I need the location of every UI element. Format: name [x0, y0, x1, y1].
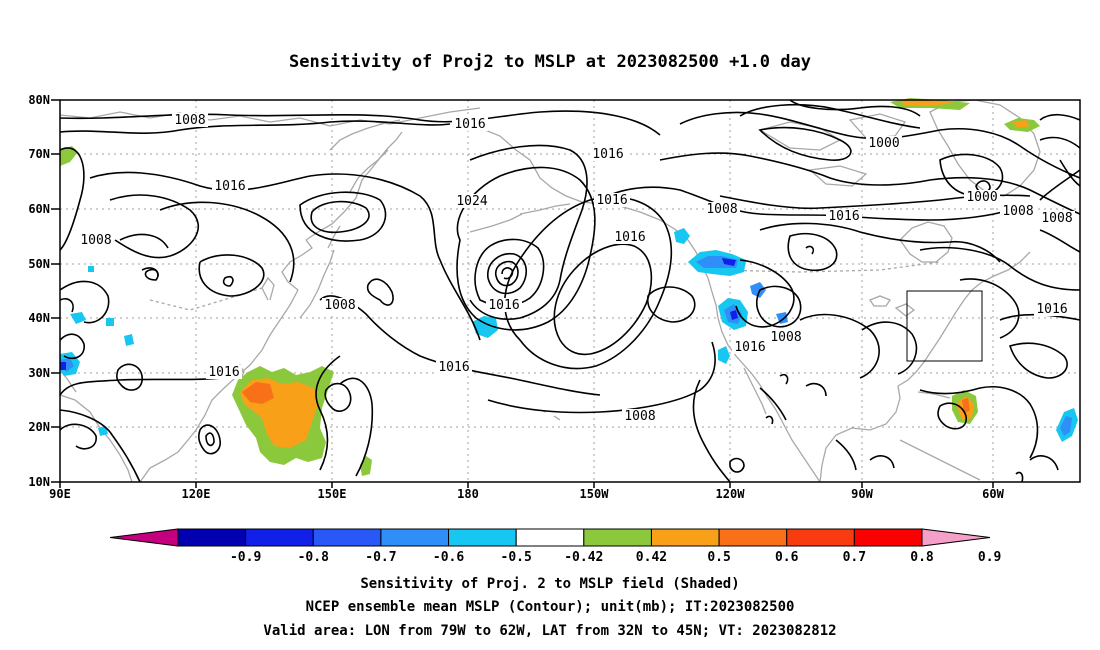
colorbar-tick-label: 0.6: [775, 550, 799, 565]
lon-tick-label: 120E: [182, 487, 211, 501]
colorbar-swatch: [312, 528, 382, 547]
contour-value-label: 1016: [592, 147, 623, 162]
contour-label-bg: [622, 409, 658, 423]
lat-tick-label: 60N: [28, 202, 50, 216]
contour-label-bg: [172, 113, 208, 127]
contour-label-bg: [486, 298, 522, 312]
mslp-contours: [59, 99, 1081, 483]
lon-tick-label: 180: [457, 487, 479, 501]
colorbar-swatch: [245, 528, 314, 547]
latitude-axis: 80N 70N 60N 50N 40N 30N 20N 10N: [28, 93, 60, 489]
contour-value-label: 1008: [1002, 204, 1033, 219]
lon-tick-label: 150E: [318, 487, 347, 501]
colorbar-swatch: [177, 528, 247, 547]
contour-label-bg: [594, 193, 630, 207]
colorbar-tick-label: 0.5: [707, 550, 730, 565]
colorbar-swatch: [718, 528, 788, 547]
contour-value-label: 1016: [614, 230, 645, 245]
contour-label-bg: [732, 340, 768, 354]
contour-value-label: 1016: [214, 179, 245, 194]
positive-sensitivity-shading: [60, 98, 1040, 476]
caption-line-1: Sensitivity of Proj. 2 to MSLP field (Sh…: [360, 576, 739, 592]
colorbar-swatch: [583, 528, 652, 547]
contour-value-label: 1008: [770, 330, 801, 345]
contour-label-bg: [866, 136, 902, 150]
contour-label-bg: [78, 233, 114, 247]
colorbar-tick-label: 0.42: [636, 550, 667, 565]
contour-label-bg: [322, 298, 358, 312]
caption-line-2: NCEP ensemble mean MSLP (Contour); unit(…: [306, 599, 795, 615]
contour-label-bg: [964, 190, 1000, 204]
colorbar-tick-label: -0.9: [230, 550, 261, 565]
contour-label-bg: [1000, 204, 1036, 218]
lat-tick-label: 40N: [28, 311, 50, 325]
colorbar-swatch: [448, 528, 517, 547]
map-title: Sensitivity of Proj2 to MSLP at 20230825…: [289, 52, 811, 72]
valid-area-box: [906, 290, 983, 362]
contour-value-label: 1008: [706, 202, 737, 217]
color-legend-labels: -0.9 -0.8 -0.7 -0.6 -0.5 -0.42 0.42 0.5 0.6 0.7 0.…: [230, 550, 1001, 565]
caption-line-3: Valid area: LON from 79W to 62W, LAT fro…: [263, 623, 836, 639]
lon-tick-label: 120W: [716, 487, 746, 501]
lon-tick-label: 150W: [580, 487, 610, 501]
lon-tick-label: 60W: [982, 487, 1004, 501]
contour-label-bg: [454, 194, 490, 208]
color-legend: [109, 528, 991, 547]
lat-tick-label: 20N: [28, 420, 50, 434]
contour-value-label: 1016: [1036, 302, 1067, 317]
map-panel: 1008 1016 1016 1008 1000 1016 1008 1000 1008 1016…: [59, 98, 1081, 483]
lat-tick-label: 70N: [28, 147, 50, 161]
contour-label-bg: [612, 230, 648, 244]
colorbar-tick-label: -0.5: [501, 550, 532, 565]
contour-value-label: 1016: [438, 360, 469, 375]
contour-value-label: 1016: [488, 298, 519, 313]
colorbar-low-arrow: [109, 528, 179, 547]
contour-value-label: 1008: [174, 113, 205, 128]
contour-value-label: 1016: [828, 209, 859, 224]
contour-label-bg: [768, 330, 804, 344]
colorbar-swatch: [853, 528, 923, 547]
colorbar-tick-label: -0.8: [298, 550, 329, 565]
longitude-axis: 90E 120E 150E 180 150W 120W 90W 60W: [49, 482, 1005, 501]
contour-value-label: 1016: [208, 365, 239, 380]
colorbar-tick-label: 0.8: [910, 550, 934, 565]
lon-tick-label: 90E: [49, 487, 71, 501]
contour-value-label: 1008: [324, 298, 355, 313]
contour-labels: 1008 1016 1016 1008 1000 1016 1008 1000 1008 1016…: [78, 113, 1075, 424]
contour-value-label: 1008: [1041, 211, 1072, 226]
colorbar-swatch: [515, 528, 585, 547]
colorbar-swatch: [380, 528, 450, 547]
contour-value-label: 1008: [80, 233, 111, 248]
contour-label-bg: [452, 117, 488, 131]
lon-tick-label: 90W: [851, 487, 873, 501]
contour-value-label: 1016: [454, 117, 485, 132]
lat-tick-label: 50N: [28, 257, 50, 271]
colorbar-high-arrow: [921, 528, 991, 547]
contour-label-bg: [1039, 211, 1075, 225]
lat-tick-label: 80N: [28, 93, 50, 107]
lat-tick-label: 30N: [28, 366, 50, 380]
colorbar-tick-label: -0.7: [365, 550, 396, 565]
contour-value-label: 1000: [868, 136, 899, 151]
lat-tick-label: 10N: [28, 475, 50, 489]
colorbar-tick-label: 0.7: [843, 550, 866, 565]
contour-label-bg: [704, 202, 740, 216]
contour-value-label: 1016: [596, 193, 627, 208]
contour-value-label: 1000: [966, 190, 997, 205]
colorbar-tick-label: -0.6: [433, 550, 464, 565]
contour-label-bg: [590, 147, 626, 161]
colorbar-tick-label: -0.42: [564, 550, 603, 565]
contour-label-bg: [826, 209, 862, 223]
contour-label-bg: [212, 179, 248, 193]
colorbar-swatch: [650, 528, 720, 547]
colorbar-tick-label: 0.9: [978, 550, 1001, 565]
colorbar-swatch: [786, 528, 855, 547]
contour-label-bg: [206, 365, 242, 379]
contour-value-label: 1008: [624, 409, 655, 424]
contour-value-label: 1024: [456, 194, 487, 209]
contour-value-label: 1016: [734, 340, 765, 355]
contour-label-bg: [436, 360, 472, 374]
contour-label-bg: [1034, 302, 1070, 316]
